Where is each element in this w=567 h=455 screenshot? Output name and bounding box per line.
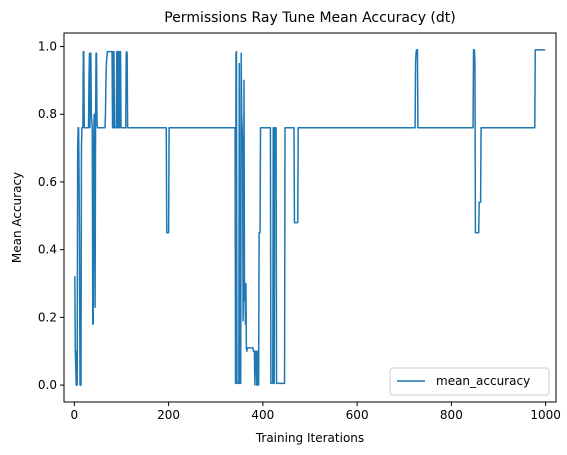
x-tick-label: 600 — [346, 408, 369, 422]
series-line-mean-accuracy — [74, 49, 546, 386]
x-tick-label: 800 — [440, 408, 463, 422]
x-tick-label: 1000 — [530, 408, 561, 422]
x-tick-label: 0 — [71, 408, 79, 422]
chart-title: Permissions Ray Tune Mean Accuracy (dt) — [164, 10, 455, 26]
y-axis-ticks: 0.0 0.2 0.4 0.6 0.8 1.0 — [38, 40, 64, 392]
y-tick-label: 0.8 — [38, 107, 57, 121]
y-tick-label: 0.6 — [38, 175, 57, 189]
x-axis-ticks: 0 200 400 600 800 1000 — [71, 402, 561, 422]
y-tick-label: 0.2 — [38, 310, 57, 324]
plot-frame — [63, 32, 557, 403]
y-tick-label: 0.0 — [38, 378, 57, 392]
y-axis-label: Mean Accuracy — [10, 172, 24, 263]
y-tick-label: 0.4 — [38, 243, 57, 257]
legend-box — [389, 367, 550, 396]
x-axis-label: Training Iterations — [255, 431, 364, 445]
y-tick-label: 1.0 — [38, 40, 57, 54]
x-tick-label: 200 — [157, 408, 180, 422]
legend-label-mean-accuracy: mean_accuracy — [436, 374, 530, 388]
legend: mean_accuracy — [389, 367, 550, 396]
series-group — [74, 49, 546, 386]
plot-area — [63, 32, 557, 403]
x-tick-label: 400 — [251, 408, 274, 422]
